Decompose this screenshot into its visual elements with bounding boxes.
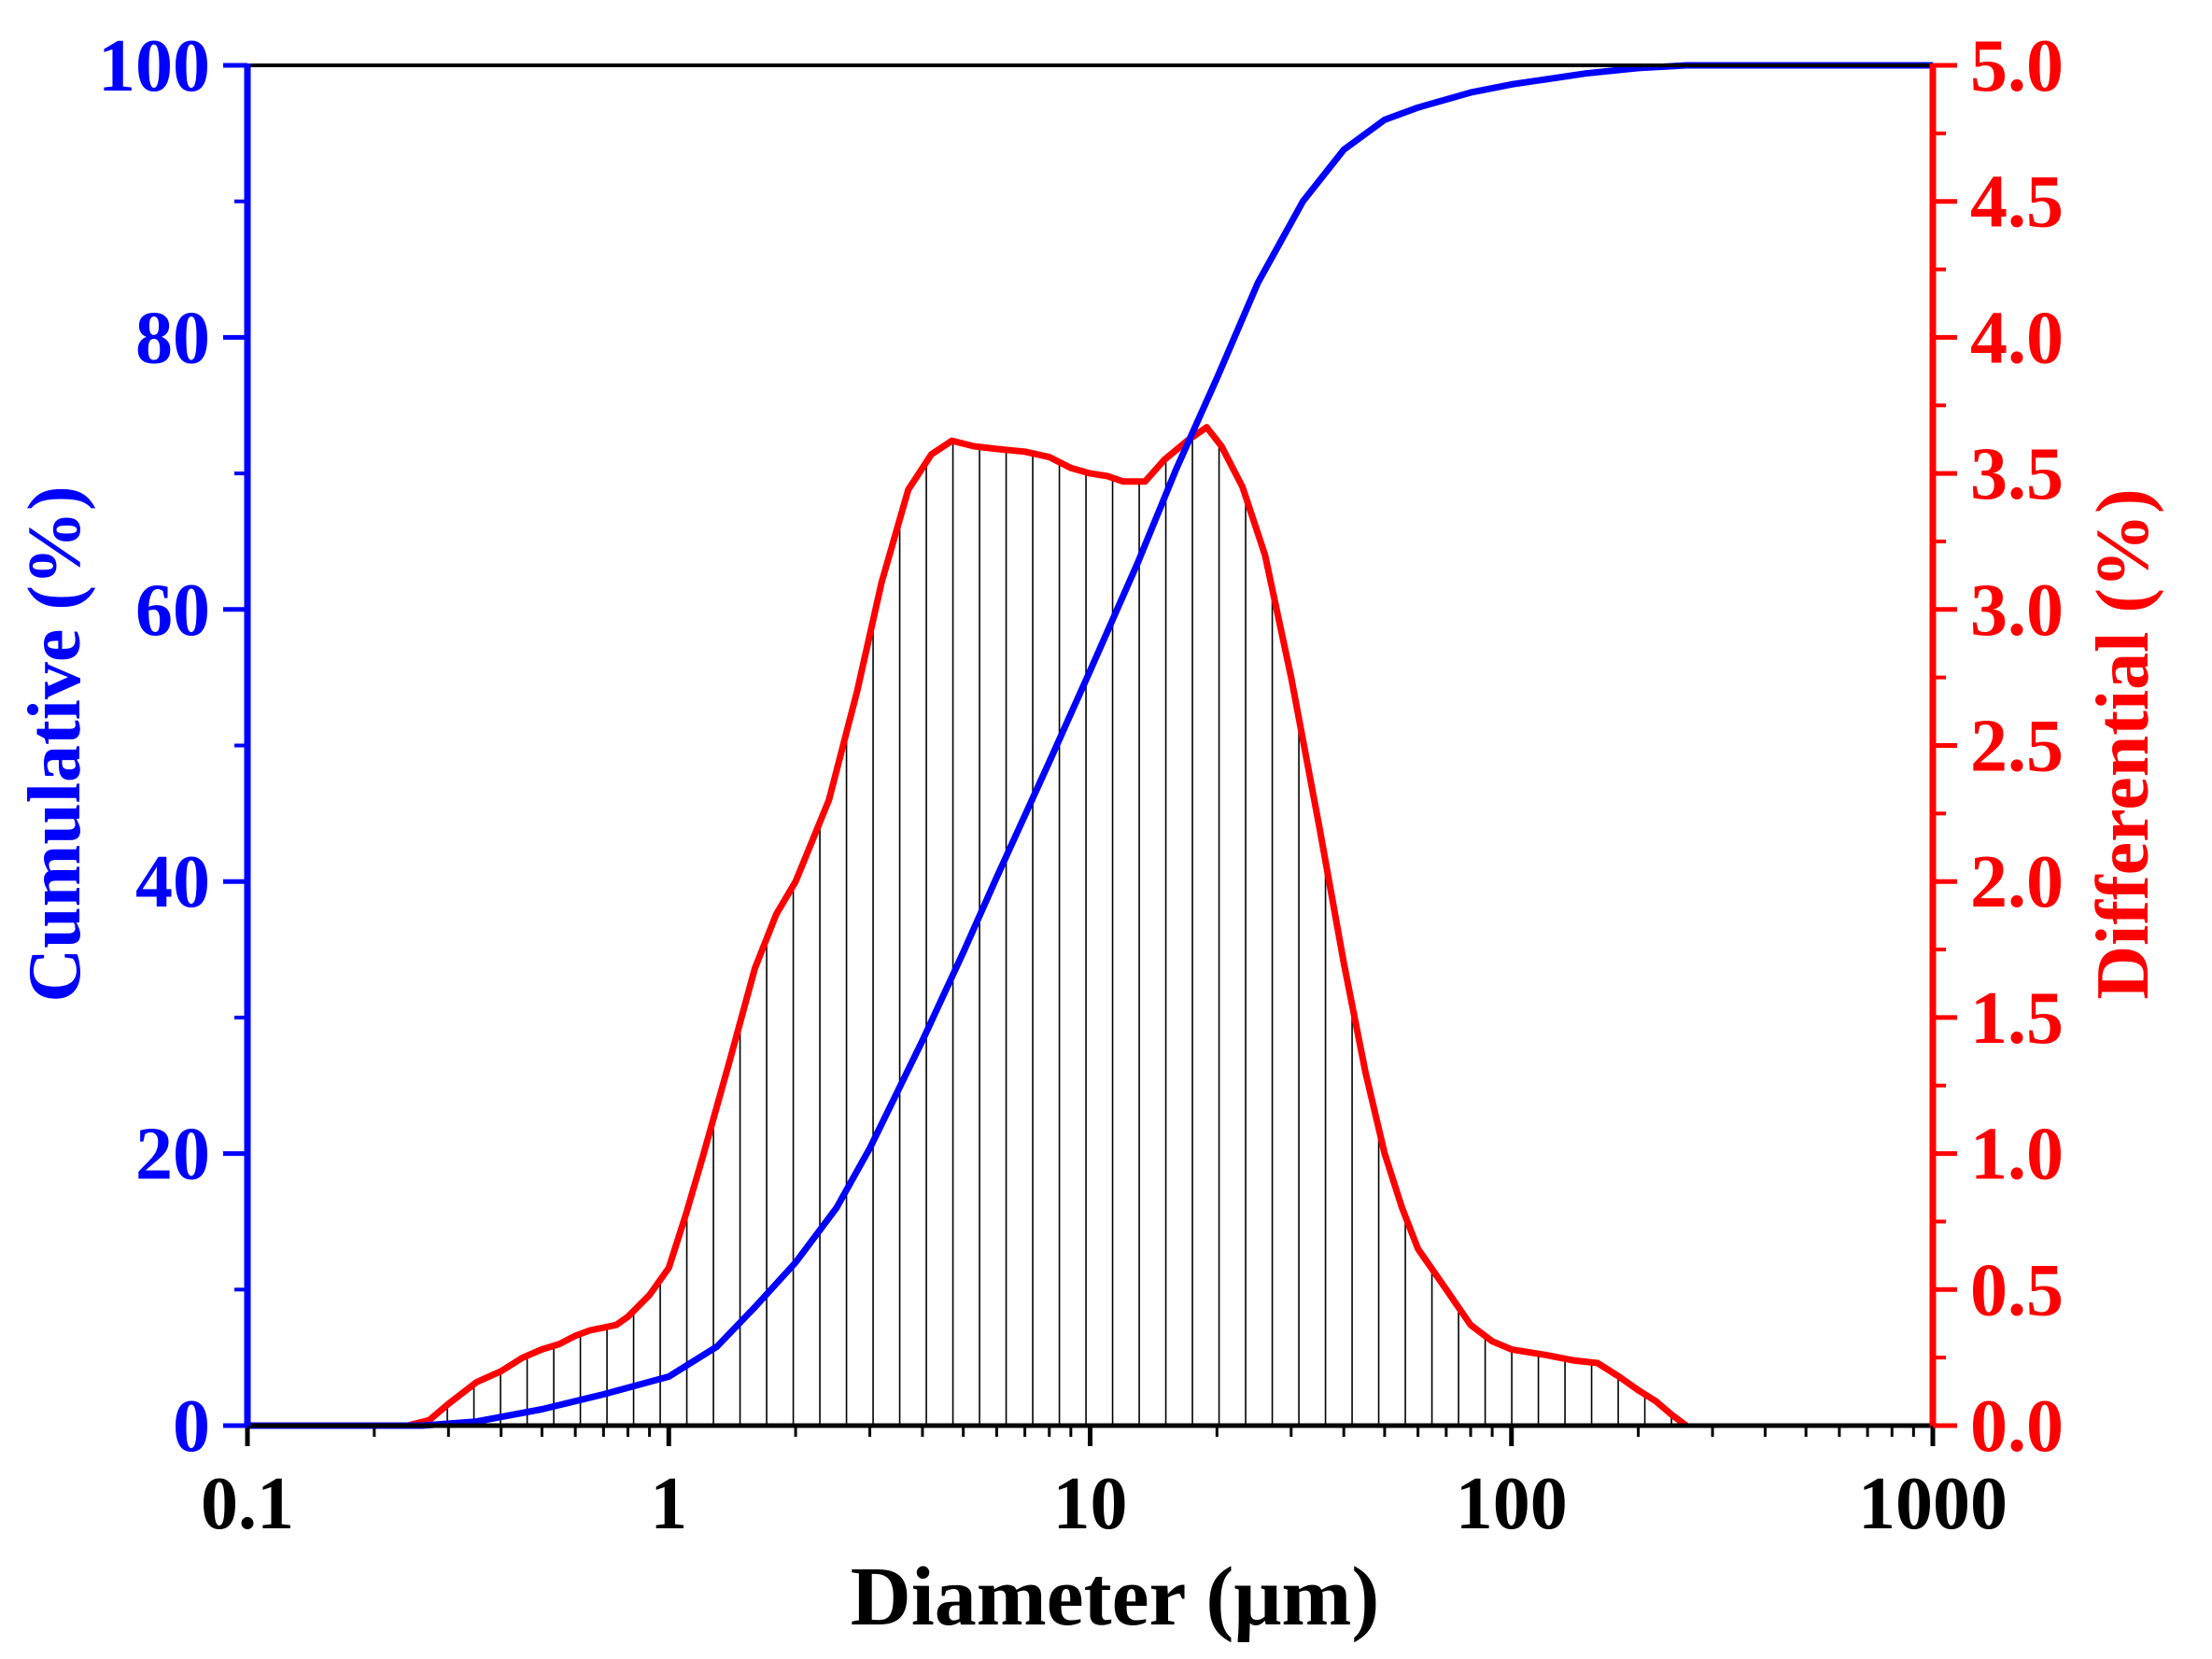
- right-y-tick-label: 4.5: [1970, 162, 2064, 244]
- right-y-tick-label: 0.0: [1970, 1385, 2064, 1468]
- left-y-tick-label: 80: [135, 297, 210, 379]
- right-y-tick-label: 5.0: [1970, 25, 2064, 107]
- x-tick-label: 10: [1053, 1463, 1128, 1545]
- differential-series-line: [406, 424, 1689, 1429]
- right-y-tick-label: 2.0: [1970, 841, 2064, 923]
- series-lines: [247, 62, 1933, 1429]
- right-y-tick-label: 0.5: [1970, 1249, 2064, 1331]
- axis-labels: Diameter (μm) Cumulative (%) Differentia…: [14, 485, 2164, 1643]
- left-y-tick-label: 100: [98, 25, 210, 107]
- left-y-tick-label: 40: [135, 841, 210, 923]
- left-y-tick-label: 20: [135, 1114, 210, 1196]
- x-axis-label: Diameter (μm): [851, 1551, 1380, 1643]
- x-tick-label: 0.1: [201, 1463, 294, 1545]
- right-y-tick-label: 2.5: [1970, 706, 2064, 788]
- right-y-tick-label: 1.0: [1970, 1114, 2064, 1196]
- right-y-tick-label: 1.5: [1970, 977, 2064, 1060]
- left-y-tick-label: 60: [135, 569, 210, 652]
- right-y-tick-label: 3.5: [1970, 433, 2064, 515]
- cumulative-series-line: [247, 62, 1933, 1429]
- right-y-tick-label: 4.0: [1970, 297, 2064, 379]
- x-tick-label: 1000: [1858, 1463, 2008, 1545]
- x-tick-label: 100: [1456, 1463, 1568, 1545]
- x-tick-label: 1: [650, 1463, 687, 1545]
- right-y-tick-label: 3.0: [1970, 569, 2064, 652]
- left-y-axis-label: Cumulative (%): [14, 485, 96, 1002]
- differential-hatch-fill: [419, 437, 1672, 1426]
- right-y-axis-label: Differential (%): [2082, 488, 2164, 999]
- axes: 0.1 1 10 100 1000 0 20 40 60 80 100 0.0 0.5 1.0 1.5 2.0…: [98, 25, 2064, 1545]
- left-y-tick-label: 0: [173, 1385, 210, 1468]
